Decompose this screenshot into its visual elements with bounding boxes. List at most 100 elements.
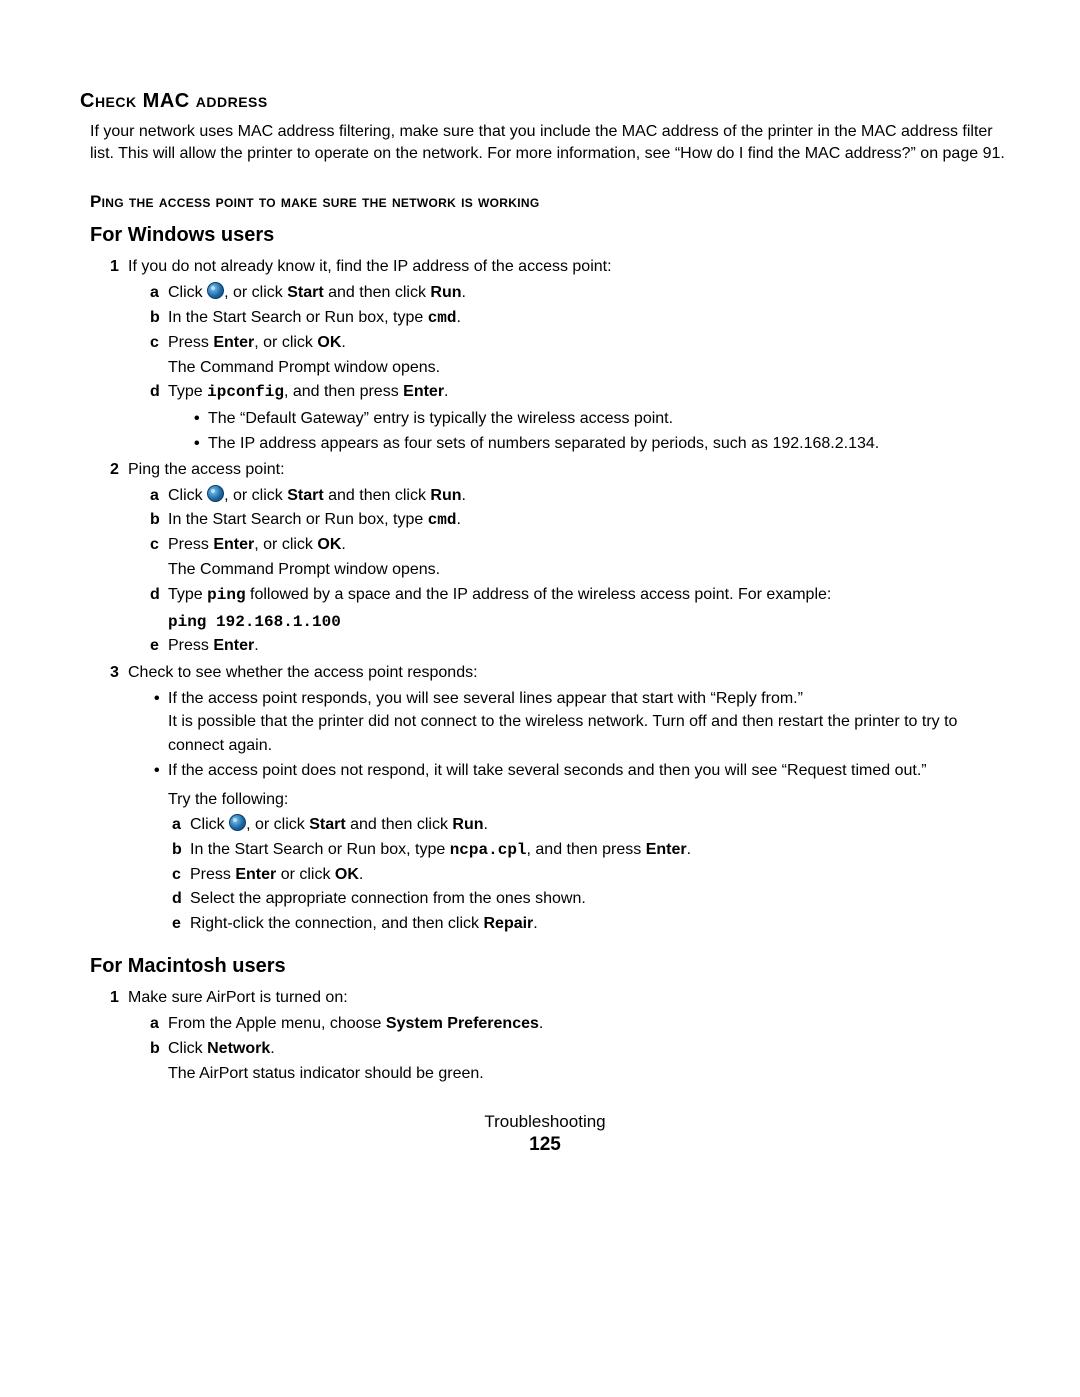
step-3: 3 Check to see whether the access point … [110,661,1010,937]
enter-label: Enter [646,841,687,858]
text: Click [168,284,207,301]
start-label: Start [287,487,323,504]
note-default-gateway: The “Default Gateway” entry is typically… [194,407,1010,430]
step-2a: a Click , or click Start and then click … [150,484,1010,509]
repair-label: Repair [483,915,533,932]
enter-label: Enter [235,866,276,883]
ok-label: OK [335,866,359,883]
text: . [341,334,345,351]
step-1-substeps: a Click , or click Start and then click … [128,281,1010,455]
page-number: 125 [80,1134,1010,1156]
step-2c-sub: The Command Prompt window opens. [168,558,1010,583]
bullet-responds-sub: It is possible that the printer did not … [168,710,1010,756]
step-1c: c Press Enter, or click OK. The Command … [150,331,1010,381]
step-1: 1 If you do not already know it, find th… [110,255,1010,455]
text: Type [168,586,207,603]
ok-label: OK [317,334,341,351]
text: . [539,1015,543,1032]
enter-label: Enter [213,536,254,553]
step-1d: d Type ipconfig, and then press Enter. T… [150,380,1010,455]
step-1b: b In the Start Search or Run box, type c… [150,306,1010,331]
text: Press [168,334,213,351]
run-label: Run [452,816,483,833]
mac-1a: a From the Apple menu, choose System Pre… [150,1012,1010,1037]
text: . [341,536,345,553]
enter-label: Enter [213,637,254,654]
text: . [444,383,448,400]
mac-steps: 1 Make sure AirPort is turned on: a From… [80,986,1010,1086]
text: . [462,284,466,301]
step-3-bullets: If the access point responds, you will s… [128,687,1010,937]
heading-check-mac: Check MAC address [80,90,1010,113]
start-label: Start [287,284,323,301]
ncpa-code: ncpa.cpl [450,841,527,859]
enter-label: Enter [403,383,444,400]
text: Press [190,866,235,883]
bullet-timeout: If the access point does not respond, it… [154,759,1010,937]
text: , and then press [527,841,646,858]
cmd-code: cmd [428,511,457,529]
text: Click [168,1040,207,1057]
step-2d: d Type ping followed by a space and the … [150,583,1010,635]
text: Right-click the connection, and then cli… [190,915,483,932]
try-c: c Press Enter or click OK. [172,863,1010,888]
text: In the Start Search or Run box, type [168,309,428,326]
network-label: Network [207,1040,270,1057]
text: From the Apple menu, choose [168,1015,386,1032]
step-2b: b In the Start Search or Run box, type c… [150,508,1010,533]
step-2c: c Press Enter, or click OK. The Command … [150,533,1010,583]
try-e: e Right-click the connection, and then c… [172,912,1010,937]
text: . [254,637,258,654]
heading-macintosh-users: For Macintosh users [80,955,1010,978]
text: . [462,487,466,504]
enter-label: Enter [213,334,254,351]
text: , and then press [284,383,403,400]
mac-1b-sub: The AirPort status indicator should be g… [168,1062,1010,1087]
start-label: Start [309,816,345,833]
ping-code: ping [207,586,245,604]
page-footer: Troubleshooting 125 [80,1112,1010,1156]
text: Click [190,816,229,833]
step-1a: a Click , or click Start and then click … [150,281,1010,306]
cmd-code: cmd [428,309,457,327]
windows-steps: 1 If you do not already know it, find th… [80,255,1010,937]
text: followed by a space and the IP address o… [246,586,832,603]
try-b: b In the Start Search or Run box, type n… [172,838,1010,863]
text: . [270,1040,274,1057]
try-d: d Select the appropriate connection from… [172,887,1010,912]
text: Select the appropriate connection from t… [190,890,586,907]
text: , or click [224,487,287,504]
text: , or click [254,334,317,351]
mac-step-1-text: Make sure AirPort is turned on: [128,989,348,1006]
mac-step-1-substeps: a From the Apple menu, choose System Pre… [128,1012,1010,1086]
run-label: Run [430,284,461,301]
ok-label: OK [317,536,341,553]
try-a: a Click , or click Start and then click … [172,813,1010,838]
run-label: Run [430,487,461,504]
text: , or click [224,284,287,301]
text: Press [168,536,213,553]
system-preferences-label: System Preferences [386,1015,539,1032]
text: If the access point responds, you will s… [168,690,803,707]
paragraph-mac-filtering: If your network uses MAC address filteri… [80,121,1010,164]
text: In the Start Search or Run box, type [168,511,428,528]
windows-start-icon [207,485,224,502]
bullet-responds: If the access point responds, you will s… [154,687,1010,757]
try-following: Try the following: [168,788,1010,811]
text: Click [168,487,207,504]
text: , or click [254,536,317,553]
mac-step-1: 1 Make sure AirPort is turned on: a From… [110,986,1010,1086]
heading-ping-access-point: Ping the access point to make sure the n… [80,192,1010,212]
step-2: 2 Ping the access point: a Click , or cl… [110,458,1010,660]
text: If the access point does not respond, it… [168,762,927,779]
ping-example: ping 192.168.1.100 [168,610,1010,635]
step-1d-notes: The “Default Gateway” entry is typically… [168,407,1010,455]
text: . [457,309,461,326]
text: Type [168,383,207,400]
text: and then click [324,284,431,301]
text: . [484,816,488,833]
step-2e: e Press Enter. [150,634,1010,659]
windows-start-icon [229,814,246,831]
footer-title: Troubleshooting [80,1112,1010,1132]
document-page: Check MAC address If your network uses M… [0,0,1080,1196]
